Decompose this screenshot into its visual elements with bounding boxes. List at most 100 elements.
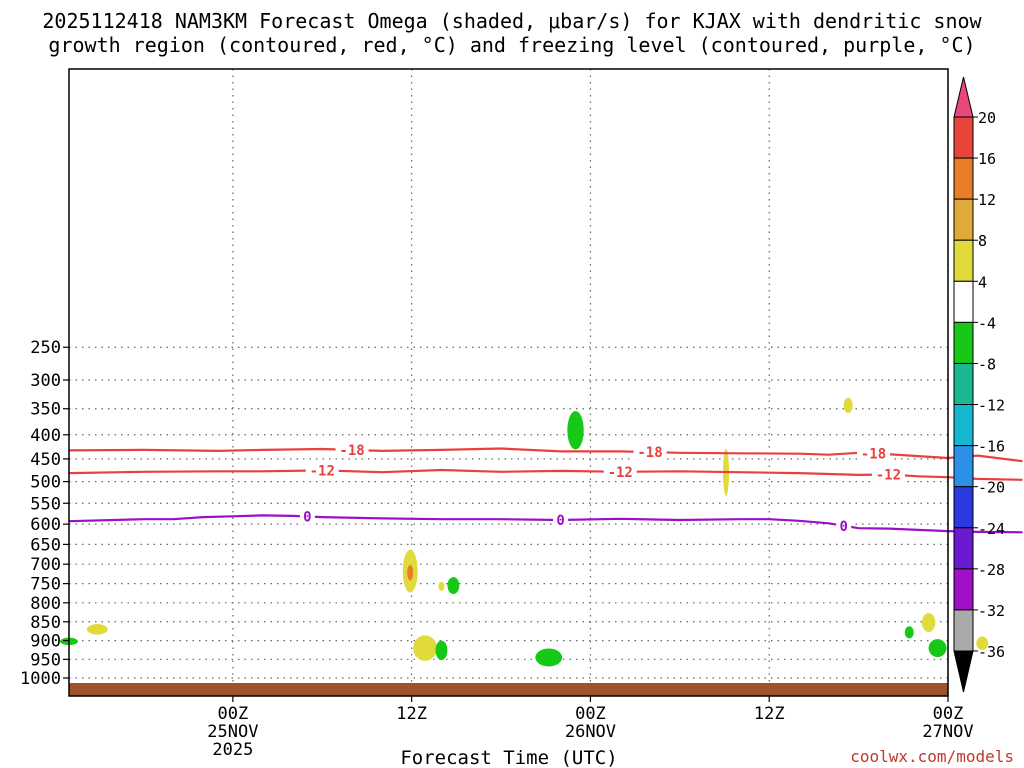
contour-label-bg — [633, 444, 667, 461]
y-tick-label: 550 — [30, 494, 61, 514]
contour-label: 0 — [839, 519, 847, 535]
omega-shading — [60, 397, 989, 667]
omega-cell — [86, 624, 108, 635]
contour-label-bg — [603, 463, 637, 480]
omega-colorbar: 20 16 12 8 4 -4 -8 -12 -16 -20 -24 -28 -32 -36 — [953, 76, 1005, 693]
x-tick-label: 00Z — [933, 704, 964, 724]
x-tick-label: 26NOV — [565, 722, 616, 742]
y-tick-label: 400 — [30, 426, 61, 446]
colorbar-box — [953, 157, 974, 200]
colorbar-box — [953, 404, 974, 447]
colorbar-tick-label: -28 — [978, 561, 1005, 579]
omega-cell — [976, 636, 989, 650]
colorbar-tick-label: 16 — [978, 150, 996, 168]
colorbar-tick-label: 12 — [978, 191, 996, 209]
contour-label-bg — [553, 512, 569, 529]
colorbar-tick-label: -12 — [978, 397, 1005, 415]
y-tick-label: 350 — [30, 400, 61, 420]
colorbar-tick-label: -32 — [978, 602, 1005, 620]
omega-cell — [435, 640, 448, 661]
y-tick-label: 800 — [30, 594, 61, 614]
omega-cell — [535, 648, 563, 667]
contour-line — [68, 468, 1023, 481]
colorbar-box — [953, 116, 974, 159]
y-tick-label: 450 — [30, 450, 61, 470]
x-tick-label: 12Z — [396, 704, 427, 724]
chart-title-line2: growth region (contoured, red, °C) and f… — [48, 33, 975, 57]
omega-cell — [413, 635, 437, 661]
contour-label-bg — [871, 466, 905, 483]
colorbar-tick-label: -20 — [978, 479, 1005, 497]
contour-label: 0 — [556, 513, 564, 529]
pressure-axis: 2503003504004505005506006507007508008509… — [20, 338, 69, 689]
contour-label: -12 — [310, 463, 335, 479]
contour-label: -12 — [608, 465, 633, 481]
y-tick-label: 650 — [30, 535, 61, 555]
contour-label-bg — [857, 445, 891, 462]
x-tick-label: 00Z — [575, 704, 606, 724]
y-tick-label: 300 — [30, 371, 61, 391]
y-tick-label: 950 — [30, 650, 61, 670]
plot-frame — [68, 68, 949, 697]
colorbar-box — [953, 568, 974, 611]
x-tick-label: 25NOV — [207, 722, 258, 742]
omega-cell — [921, 613, 936, 632]
omega-cell — [438, 581, 445, 591]
contour-label: -18 — [861, 446, 886, 462]
colorbar-box — [953, 445, 974, 488]
omega-cell — [407, 564, 414, 581]
colorbar-box — [953, 486, 974, 529]
colorbar-tick-label: 4 — [978, 273, 987, 291]
y-tick-label: 1000 — [20, 669, 61, 689]
y-tick-label: 600 — [30, 515, 61, 535]
y-tick-label: 900 — [30, 632, 61, 652]
x-tick-label: 00Z — [218, 704, 249, 724]
colorbar-box — [953, 609, 974, 652]
contour-label-bg — [335, 441, 369, 458]
colorbar-tick-label: 8 — [978, 232, 987, 250]
plot-area: -18 -18 -18-12 -12 -120 0 0 — [60, 68, 1023, 697]
terrain-band — [69, 683, 948, 696]
colorbar-tick-label: -36 — [978, 643, 1005, 661]
contour-label: -12 — [876, 467, 901, 483]
colorbar-box — [953, 239, 974, 282]
x-tick-label: 2025 — [212, 740, 253, 760]
y-tick-label: 850 — [30, 613, 61, 633]
contour-label: 0 — [303, 509, 311, 525]
colorbar-tick-label: -16 — [978, 438, 1005, 456]
contour-label-bg — [836, 517, 852, 534]
colorbar-tick-label: -24 — [978, 520, 1005, 538]
colorbar-tick-label: -8 — [978, 355, 996, 373]
y-tick-label: 500 — [30, 473, 61, 493]
y-tick-label: 750 — [30, 575, 61, 595]
terrain-fill — [69, 683, 948, 696]
y-tick-label: 700 — [30, 555, 61, 575]
colorbar-box — [953, 198, 974, 241]
colorbar-box — [953, 280, 974, 323]
contour-label-bg — [299, 508, 315, 525]
x-tick-label: 27NOV — [922, 722, 973, 742]
x-axis-label: Forecast Time (UTC) — [400, 747, 617, 768]
colorbar-tick-label: -4 — [978, 314, 996, 332]
contour-label: -18 — [637, 445, 662, 461]
contour-line — [68, 514, 1023, 534]
colorbar-bottom-triangle — [953, 650, 974, 693]
omega-cell — [928, 639, 947, 658]
y-tick-label: 250 — [30, 338, 61, 358]
credit-text: coolwx.com/models — [850, 747, 1014, 766]
contour-label-bg — [305, 462, 339, 479]
colorbar-box — [953, 527, 974, 570]
chart-title-line1: 2025112418 NAM3KM Forecast Omega (shaded… — [42, 9, 982, 33]
omega-cell — [843, 397, 853, 414]
x-tick-label: 12Z — [754, 704, 785, 724]
omega-cell — [447, 577, 460, 595]
omega-cell — [904, 626, 914, 639]
contour-label: -18 — [339, 443, 364, 459]
colorbar-tick-label: 20 — [978, 109, 996, 127]
colorbar-box — [953, 321, 974, 364]
omega-cell — [567, 410, 584, 450]
colorbar-box — [953, 362, 974, 406]
